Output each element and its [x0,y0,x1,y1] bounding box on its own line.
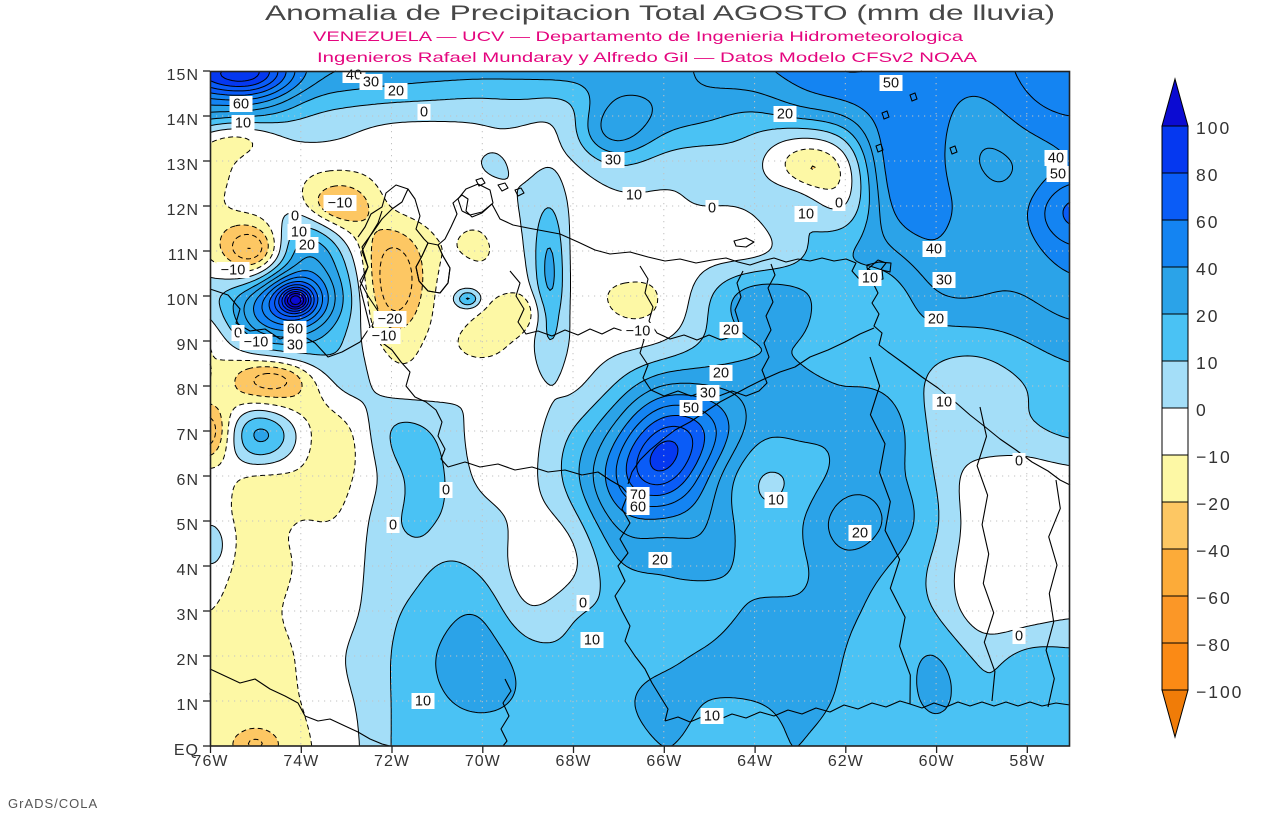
svg-text:0: 0 [1196,400,1208,420]
svg-text:−20: −20 [1196,494,1232,514]
svg-text:64W: 64W [737,753,773,770]
svg-text:10: 10 [768,493,784,509]
svg-text:0: 0 [835,196,843,212]
svg-text:−10: −10 [244,335,269,351]
svg-text:70W: 70W [465,753,501,770]
svg-text:10: 10 [798,207,814,223]
svg-text:EQ: EQ [174,742,199,759]
svg-text:20: 20 [852,526,868,542]
svg-text:40: 40 [926,242,942,258]
svg-text:−10: −10 [328,196,353,212]
svg-text:30: 30 [363,75,379,91]
svg-text:10: 10 [936,395,952,411]
svg-text:0: 0 [442,483,450,499]
svg-text:5N: 5N [177,517,199,534]
svg-text:−40: −40 [1196,541,1232,561]
svg-text:10: 10 [291,225,307,241]
svg-text:100: 100 [1196,118,1231,138]
svg-text:0: 0 [291,209,299,225]
svg-text:−10: −10 [372,329,397,345]
svg-text:10: 10 [626,188,642,204]
svg-text:20: 20 [723,323,739,339]
svg-text:66W: 66W [646,753,682,770]
svg-text:60: 60 [630,500,646,516]
svg-text:58W: 58W [1009,753,1045,770]
svg-text:8N: 8N [177,382,199,399]
svg-text:7N: 7N [177,427,199,444]
svg-text:60: 60 [233,97,249,113]
svg-text:60: 60 [1196,212,1219,232]
svg-text:10: 10 [862,271,878,287]
svg-text:15N: 15N [167,67,199,84]
svg-text:−10: −10 [1196,447,1232,467]
svg-text:10: 10 [584,633,600,649]
svg-text:−10: −10 [221,263,246,279]
svg-text:20: 20 [713,366,729,382]
svg-text:0: 0 [708,201,716,217]
svg-text:10N: 10N [167,292,199,309]
svg-text:60W: 60W [919,753,955,770]
svg-text:9N: 9N [177,337,199,354]
svg-text:20: 20 [388,84,404,100]
svg-text:50: 50 [883,76,899,92]
svg-text:0: 0 [579,596,587,612]
svg-text:20: 20 [652,553,668,569]
svg-text:20: 20 [928,312,944,328]
svg-text:6N: 6N [177,472,199,489]
svg-text:10: 10 [235,116,251,132]
svg-text:50: 50 [683,401,699,417]
svg-text:76W: 76W [193,753,229,770]
svg-text:20: 20 [299,238,315,254]
svg-text:0: 0 [1015,454,1023,470]
svg-text:3N: 3N [177,607,199,624]
svg-text:1N: 1N [177,697,199,714]
svg-text:−80: −80 [1196,635,1232,655]
svg-text:Anomalia de Precipitacion Tota: Anomalia de Precipitacion Total AGOSTO (… [265,2,1055,25]
svg-text:10: 10 [415,694,431,710]
svg-text:50: 50 [1050,167,1066,183]
svg-text:40: 40 [1048,151,1064,167]
svg-text:13N: 13N [167,157,199,174]
svg-text:2N: 2N [177,652,199,669]
svg-text:30: 30 [936,273,952,289]
svg-text:62W: 62W [828,753,864,770]
svg-text:20: 20 [777,107,793,123]
svg-text:12N: 12N [167,202,199,219]
svg-text:11N: 11N [168,247,199,264]
svg-text:72W: 72W [374,753,410,770]
svg-text:20: 20 [1196,306,1219,326]
svg-text:−20: −20 [378,312,403,328]
svg-text:14N: 14N [167,112,199,129]
svg-text:−10: −10 [626,324,651,340]
svg-text:10: 10 [704,709,720,725]
svg-text:0: 0 [420,105,428,121]
svg-text:80: 80 [1196,165,1219,185]
svg-text:74W: 74W [283,753,319,770]
svg-text:30: 30 [605,153,621,169]
svg-text:4N: 4N [177,562,199,579]
svg-text:Ingenieros Rafael Mundaray y A: Ingenieros Rafael Mundaray y Alfredo Gil… [317,49,978,65]
svg-text:0: 0 [234,326,242,342]
svg-text:30: 30 [700,386,716,402]
svg-text:GrADS/COLA: GrADS/COLA [8,796,98,811]
svg-text:0: 0 [389,518,397,534]
svg-text:60: 60 [287,322,303,338]
svg-text:−60: −60 [1196,588,1232,608]
svg-text:68W: 68W [556,753,592,770]
svg-text:VENEZUELA — UCV — Departamento: VENEZUELA — UCV — Departamento de Ingeni… [313,28,963,44]
svg-text:30: 30 [287,338,303,354]
svg-text:0: 0 [1015,629,1023,645]
svg-text:40: 40 [1196,259,1219,279]
svg-text:10: 10 [1196,353,1219,373]
svg-text:−100: −100 [1196,682,1243,702]
